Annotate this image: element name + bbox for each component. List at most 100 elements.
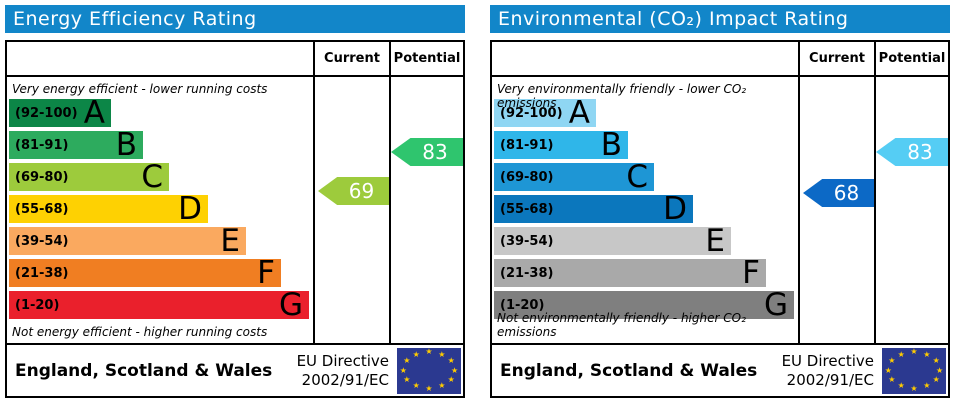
eu-flag-star: ★ [897, 381, 905, 391]
band-range: (21-38) [500, 265, 554, 281]
band-a: (92-100) A [9, 95, 111, 131]
eu-flag-star: ★ [412, 349, 420, 359]
band-f: (21-38) F [9, 255, 281, 291]
band-range: (39-54) [15, 233, 69, 249]
current-rating-arrow: 69 [318, 177, 389, 205]
eu-flag-star: ★ [399, 365, 407, 375]
column-header-potential: Potential [874, 42, 948, 75]
eu-flag-star: ★ [447, 374, 455, 384]
table-body-row: Very environmentally friendly - lower CO… [492, 77, 948, 343]
band-b: (81-91) B [494, 127, 628, 163]
column-header-current: Current [798, 42, 874, 75]
band-range: (39-54) [500, 233, 554, 249]
band-letter: E [705, 223, 725, 259]
band-c: (69-80) C [494, 159, 654, 195]
band-letter: B [600, 127, 622, 163]
band-letter: G [763, 287, 788, 323]
panel-title-environmental: Environmental (CO₂) Impact Rating [490, 5, 950, 33]
eu-flag-star: ★ [425, 383, 433, 393]
band-letter: E [220, 223, 240, 259]
band-c: (69-80) C [9, 159, 169, 195]
band-letter: F [742, 255, 760, 291]
eu-flag-star: ★ [438, 349, 446, 359]
eu-flag-star: ★ [412, 381, 420, 391]
caption-bottom: Not environmentally friendly - higher CO… [497, 311, 746, 339]
band-letter: A [568, 95, 590, 131]
band-d: (55-68) D [9, 191, 208, 227]
table-header-row: Current Potential [7, 42, 463, 77]
potential-rating-arrow: 83 [391, 138, 463, 166]
band-range: (55-68) [15, 201, 69, 217]
eu-flag-star: ★ [888, 356, 896, 366]
eu-flag-star: ★ [923, 381, 931, 391]
current-rating-value: 68 [833, 181, 860, 205]
eu-flag-star: ★ [910, 347, 918, 357]
caption-bottom: Not energy efficient - higher running co… [12, 325, 268, 339]
eu-flag-star: ★ [403, 356, 411, 366]
band-range: (55-68) [500, 201, 554, 217]
band-letter: C [141, 159, 163, 195]
band-a: (92-100) A [494, 95, 596, 131]
directive-line-2: 2002/91/EC [786, 370, 874, 389]
band-e: (39-54) E [494, 223, 731, 259]
eu-flag-star: ★ [884, 365, 892, 375]
band-letter: C [626, 159, 648, 195]
band-range: (69-80) [15, 169, 69, 185]
eu-flag-star: ★ [910, 383, 918, 393]
band-d: (55-68) D [494, 191, 693, 227]
footer-directive-label: EU Directive 2002/91/EC [297, 352, 389, 390]
directive-line-1: EU Directive [296, 351, 389, 370]
footer-region-label: England, Scotland & Wales [15, 360, 273, 381]
eu-flag-star: ★ [923, 349, 931, 359]
band-letter: D [663, 191, 687, 227]
band-range: (21-38) [15, 265, 69, 281]
eu-flag-star: ★ [888, 374, 896, 384]
band-letter: B [115, 127, 137, 163]
eu-flag-star: ★ [425, 347, 433, 357]
caption-top: Very energy efficient - lower running co… [12, 82, 268, 96]
potential-rating-value: 83 [422, 140, 448, 164]
potential-rating-arrow: 83 [876, 138, 948, 166]
panel-energy-efficiency: Energy Efficiency Rating Current Potenti… [5, 5, 465, 398]
column-header-potential: Potential [389, 42, 463, 75]
band-f: (21-38) F [494, 255, 766, 291]
eu-flag-star: ★ [932, 356, 940, 366]
current-column: 68 [798, 77, 874, 343]
current-rating-value: 69 [348, 179, 375, 203]
band-chart-energy: Very energy efficient - lower running co… [7, 77, 313, 343]
potential-column: 83 [389, 77, 463, 343]
header-spacer [492, 42, 798, 75]
band-range: (92-100) [500, 105, 563, 121]
band-letter: D [178, 191, 202, 227]
band-e: (39-54) E [9, 223, 246, 259]
band-chart-environmental: Very environmentally friendly - lower CO… [492, 77, 798, 343]
current-rating-arrow: 68 [803, 179, 874, 207]
band-range: (1-20) [500, 297, 545, 313]
potential-rating-value: 83 [907, 140, 933, 164]
panel-title-energy: Energy Efficiency Rating [5, 5, 465, 33]
caption-top: Very environmentally friendly - lower CO… [497, 82, 747, 110]
potential-column: 83 [874, 77, 948, 343]
band-g: (1-20) G [494, 287, 794, 323]
table-header-row: Current Potential [492, 42, 948, 77]
band-range: (81-91) [500, 137, 554, 153]
column-header-current: Current [313, 42, 389, 75]
band-letter: G [278, 287, 303, 323]
eu-flag-icon: ★ ★ ★ ★ ★ ★ ★ ★ ★ ★ ★ ★ [882, 347, 946, 394]
environmental-rating-table: Current Potential Very environmentally f… [490, 40, 950, 398]
band-letter: F [257, 255, 275, 291]
eu-flag-star: ★ [447, 356, 455, 366]
table-footer-row: England, Scotland & Wales EU Directive 2… [492, 343, 948, 396]
band-b: (81-91) B [9, 127, 143, 163]
band-range: (1-20) [15, 297, 60, 313]
energy-rating-table: Current Potential Very energy efficient … [5, 40, 465, 398]
current-column: 69 [313, 77, 389, 343]
band-g: (1-20) G [9, 287, 309, 323]
table-body-row: Very energy efficient - lower running co… [7, 77, 463, 343]
eu-flag-star: ★ [936, 365, 944, 375]
panel-environmental-impact: Environmental (CO₂) Impact Rating Curren… [490, 5, 950, 398]
eu-flag-star: ★ [438, 381, 446, 391]
eu-flag-star: ★ [932, 374, 940, 384]
eu-flag-star: ★ [403, 374, 411, 384]
band-letter: A [83, 95, 105, 131]
